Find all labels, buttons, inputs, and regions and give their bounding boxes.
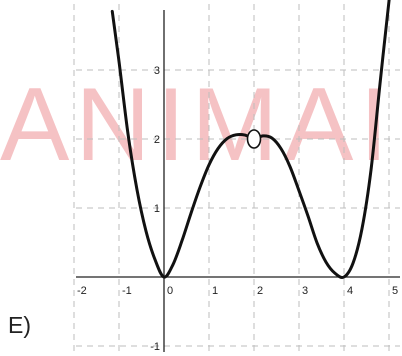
x-tick-label: 5 xyxy=(392,285,398,297)
tick-labels: -2 -1 0 1 2 3 4 5 -1 1 2 3 xyxy=(77,65,398,353)
x-tick-label: 2 xyxy=(257,285,263,297)
x-tick-label: 1 xyxy=(212,285,218,297)
y-tick-label: 2 xyxy=(154,134,160,146)
y-tick-label: -1 xyxy=(150,341,160,353)
watermark-text: ANIMAI xyxy=(0,67,394,183)
y-tick-label: 1 xyxy=(154,203,160,215)
answer-option-label: E) xyxy=(8,312,31,338)
grid-lines xyxy=(73,4,400,352)
x-tick-label: 3 xyxy=(302,285,308,297)
x-tick-label: -1 xyxy=(122,285,132,297)
x-tick-label: 0 xyxy=(167,285,173,297)
x-tick-label: 4 xyxy=(347,285,353,297)
x-tick-label: -2 xyxy=(77,285,87,297)
markers xyxy=(246,129,262,149)
open-circle-marker xyxy=(246,129,262,149)
y-tick-label: 3 xyxy=(154,65,160,77)
